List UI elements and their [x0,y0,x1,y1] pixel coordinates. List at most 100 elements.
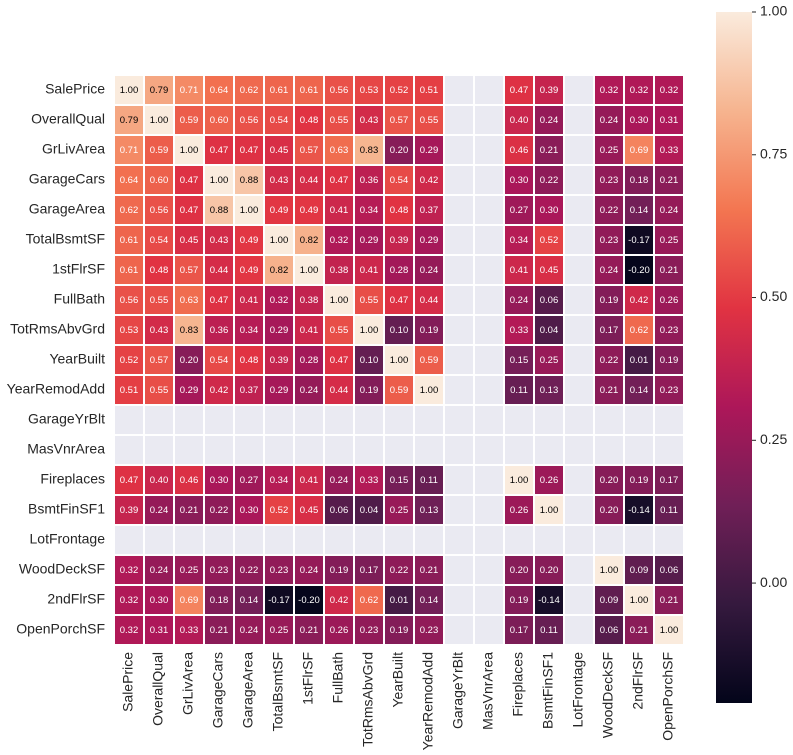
cell-label: 0.25 [660,235,679,246]
cell [383,74,415,106]
cell-label: 0.25 [600,145,619,156]
y-tick-label: LotFrontage [30,531,106,547]
empty-cell [413,434,445,466]
cell-label: 0.20 [540,565,559,576]
cell-label: 0.62 [630,325,649,336]
cell-label: 0.64 [120,175,139,186]
cell-label: 0.53 [360,85,379,96]
cell-label: 0.33 [510,325,529,336]
x-tick-label: TotRmsAbvGrd [360,652,376,747]
cell-label: 0.82 [270,265,289,276]
cell [593,134,625,166]
empty-cell [443,494,475,526]
empty-cell [473,104,505,136]
empty-cell [143,524,175,556]
cell-label: 0.47 [180,175,199,186]
cell-label: 0.06 [330,505,349,516]
cell [533,554,565,586]
empty-cell [323,404,355,436]
cell-label: 0.14 [420,595,439,606]
cell-label: 0.15 [390,475,409,486]
empty-cell [563,104,595,136]
cell-label: 0.23 [270,565,289,576]
empty-cell [563,254,595,286]
cell-label: 0.41 [300,475,319,486]
empty-cell [503,434,535,466]
empty-cell [383,434,415,466]
cell-label: 0.41 [510,265,529,276]
empty-cell [443,524,475,556]
cell-label: 0.52 [390,85,409,96]
empty-cell [623,404,655,436]
cell-label: 0.49 [270,205,289,216]
x-tick-label: LotFrontage [570,652,586,728]
cell-label: 0.38 [330,265,349,276]
cell-label: 0.37 [240,385,259,396]
cell [173,284,205,316]
cell [503,254,535,286]
empty-cell [563,614,595,646]
cell-label: 0.27 [240,475,259,486]
x-tick-label: WoodDeckSF [600,652,616,738]
cell-label: 0.27 [510,205,529,216]
cell [383,284,415,316]
x-tick-label: TotalBsmtSF [270,652,286,731]
x-tick-label: OverallQual [150,652,166,726]
cell-label: 0.64 [210,85,229,96]
cell-label: 0.24 [150,565,169,576]
cell-label: 0.54 [270,115,289,126]
cell-label: 0.54 [210,355,229,366]
cell-label: 0.13 [540,385,559,396]
cell-label: 0.69 [180,595,199,606]
cell [323,74,355,106]
cell-label: 0.47 [180,205,199,216]
cell-label: 0.32 [330,235,349,246]
empty-cell [113,524,145,556]
empty-cell [203,524,235,556]
cell [143,224,175,256]
empty-cell [473,464,505,496]
cell-label: 0.55 [330,325,349,336]
empty-cell [443,134,475,166]
cell-label: 0.29 [270,325,289,336]
cell [593,314,625,346]
cell-label: 0.18 [630,175,649,186]
empty-cell [443,614,475,646]
cell-label: 0.24 [300,565,319,576]
cell-label: 0.26 [330,625,349,636]
y-tick-label: Fireplaces [40,471,105,487]
empty-cell [293,524,325,556]
cell [653,164,685,196]
cell-label: 0.28 [390,265,409,276]
cell-label: 0.19 [390,625,409,636]
cell-label: 0.24 [420,265,439,276]
empty-cell [623,524,655,556]
cell-label: 0.19 [360,385,379,396]
cell [113,224,145,256]
cell-label: 0.61 [270,85,289,96]
cell [653,134,685,166]
y-tick-label: BsmtFinSF1 [28,501,105,517]
cell [413,164,445,196]
y-tick-label: 1stFlrSF [52,261,105,277]
cell-label: 0.19 [420,325,439,336]
cell-label: 0.21 [180,505,199,516]
empty-cell [653,404,685,436]
cell-label: 1.00 [240,205,259,216]
cell-label: 0.56 [240,115,259,126]
cell-label: 0.14 [240,595,259,606]
cell-label: 0.22 [600,355,619,366]
y-tick-label: YearRemodAdd [7,381,105,397]
cell-label: 0.32 [630,85,649,96]
cell-label: -0.17 [268,595,290,606]
cell-label: 0.59 [390,385,409,396]
cell-label: 0.51 [120,385,139,396]
cell-label: 0.46 [180,475,199,486]
empty-cell [593,524,625,556]
empty-cell [443,584,475,616]
cell [353,284,385,316]
empty-cell [443,314,475,346]
cell-label: 0.17 [360,565,379,576]
cell-label: 0.59 [420,355,439,366]
cell [653,194,685,226]
